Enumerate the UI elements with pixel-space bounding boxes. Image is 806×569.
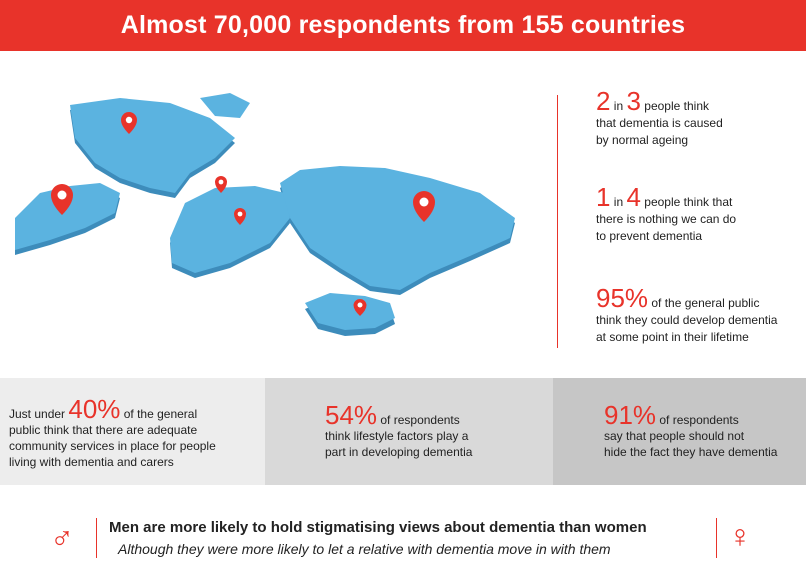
box-big-number: 54%	[325, 400, 378, 430]
greenland	[200, 93, 250, 118]
male-symbol-icon: ♂	[50, 520, 74, 556]
footer-subline: Although they were more likely to let a …	[118, 541, 611, 557]
box-text: hide the fact they have dementia	[604, 445, 778, 459]
box-text: part in developing dementia	[325, 445, 473, 459]
female-symbol-icon: ♀	[728, 518, 752, 554]
stat-normal-ageing: 2 in 3 people think that dementia is cau…	[596, 86, 723, 149]
box-text: think lifestyle factors play a	[325, 429, 469, 443]
stat-big-number: 1	[596, 182, 611, 212]
stat-in-text: in	[610, 195, 627, 209]
stat-text: to prevent dementia	[596, 229, 703, 243]
stat-big-number: 3	[626, 86, 641, 116]
stat-big-number: 2	[596, 86, 611, 116]
box-text: public think that there are adequate	[9, 423, 198, 437]
box-text: living with dementia and carers	[9, 455, 174, 469]
footer-divider	[716, 518, 717, 558]
map-pin-icon	[51, 184, 73, 215]
stat-text: think they could develop dementia	[596, 313, 778, 327]
footer	[0, 485, 806, 569]
stat-big-number: 4	[626, 182, 641, 212]
africa	[170, 186, 290, 273]
title-banner: Almost 70,000 respondents from 155 count…	[0, 0, 806, 51]
box-big-number: 40%	[68, 394, 121, 424]
stat-text: by normal ageing	[596, 133, 689, 147]
stat-in-text: in	[610, 99, 627, 113]
stat-text: there is nothing we can do	[596, 212, 737, 226]
stat-text: people think that	[640, 195, 733, 209]
stat-could-develop: 95% of the general public think they cou…	[596, 283, 778, 346]
box-text: community services in place for people	[9, 439, 216, 453]
map-pin-icon	[413, 191, 435, 222]
stat-text: people think	[640, 99, 710, 113]
south-america	[15, 183, 120, 250]
map-pin-icon	[121, 112, 137, 134]
eurasia	[280, 166, 515, 290]
stat-box-lifestyle: 54% of respondents think lifestyle facto…	[265, 378, 553, 485]
australia	[305, 293, 395, 330]
stat-prevent-dementia: 1 in 4 people think that there is nothin…	[596, 182, 737, 245]
box-text: of the general	[120, 407, 198, 421]
stat-box-hide: 91% of respondents say that people shoul…	[553, 378, 806, 485]
box-text: of respondents	[377, 413, 460, 427]
box-big-number: 91%	[604, 400, 657, 430]
footer-headline: Men are more likely to hold stigmatising…	[109, 519, 647, 536]
page-title: Almost 70,000 respondents from 155 count…	[120, 11, 686, 39]
box-text: say that people should not	[604, 429, 745, 443]
north-america	[70, 98, 235, 193]
box-text: of respondents	[656, 413, 739, 427]
box-text: Just under	[9, 407, 69, 421]
world-map-illustration	[15, 93, 515, 336]
map-pin-icon	[353, 298, 367, 316]
stat-text: at some point in their lifetime	[596, 330, 749, 344]
stat-big-number: 95%	[596, 283, 649, 313]
stat-text: of the general public	[648, 296, 760, 310]
footer-divider	[96, 518, 97, 558]
stat-boxes: Just under 40% of the general public thi…	[0, 378, 806, 485]
map-pin-icon	[234, 208, 246, 225]
stat-text: that dementia is caused	[596, 116, 723, 130]
map-pin-icon	[215, 176, 227, 193]
stat-box-services: Just under 40% of the general public thi…	[0, 378, 265, 485]
divider	[557, 95, 558, 348]
